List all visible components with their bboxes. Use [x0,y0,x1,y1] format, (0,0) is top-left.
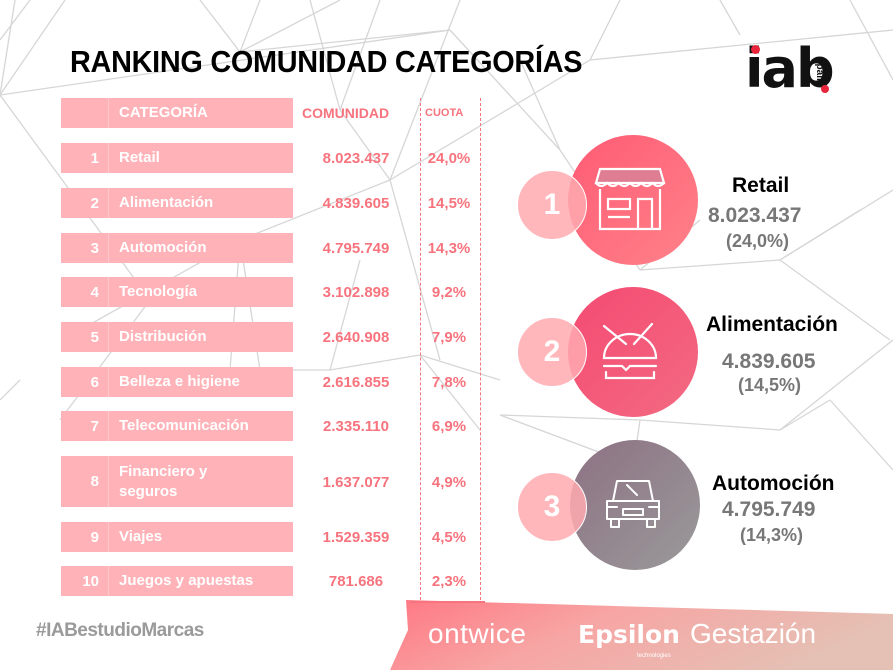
category-cell: Juegos y apuestas [119,572,254,589]
share-cell: 9,2% [431,284,467,301]
podium-share: (14,3%) [740,525,804,545]
rank-badge: 3 [517,472,587,542]
rank-cell: 8 [61,456,109,507]
rank-badge: 1 [517,170,587,240]
rank-cell: 9 [61,522,109,552]
store-icon [594,167,666,231]
rank-cell: 2 [61,188,109,218]
category-cell: Viajes [119,528,163,545]
podium-share: (14,5%) [738,375,802,395]
community-cell: 3.102.898 [322,284,390,301]
share-cell: 7,9% [431,329,467,346]
table-row: 6 Belleza e higiene [61,367,293,397]
table-row: 4 Tecnología [61,277,293,307]
table-row: 2 Alimentación [61,188,293,218]
rank-header-cell [61,98,109,128]
table-row: 9 Viajes [61,522,293,552]
table-row: 5 Distribución [61,322,293,352]
column-divider [480,98,481,600]
community-cell: 4.839.605 [322,195,390,212]
community-cell: 1.529.359 [322,529,390,546]
rank-circle [568,135,698,265]
category-header: CATEGORÍA [119,104,208,121]
share-cell: 6,9% [431,418,467,435]
logo-main-text: iab [745,37,835,100]
category-cell: Distribución [119,328,207,345]
podium-value: 4.839.605 [722,350,816,373]
rank-badge: 2 [517,317,587,387]
sponsor-logo-gestazion: Gestazión [690,618,817,649]
podium-category-name: Retail [732,174,790,197]
community-cell: 2.640.908 [322,329,390,346]
rank-cell: 7 [61,411,109,441]
share-cell: 14,3% [427,240,471,257]
rank-cell: 10 [61,566,109,596]
community-cell: 8.023.437 [322,150,390,167]
share-cell: 2,3% [431,573,467,590]
logo-dot-icon [751,45,760,54]
rank-circle [570,440,700,570]
category-cell: Automoción [119,239,207,256]
category-cell: Financiero y seguros [119,462,208,500]
podium-value: 4.795.749 [722,498,816,521]
table-row: 1 Retail [61,143,293,173]
category-cell: Tecnología [119,283,198,300]
rank-cell: 3 [61,233,109,263]
table-row: 7 Telecomunicación [61,411,293,441]
share-cell: 24,0% [427,150,471,167]
burger-icon [602,322,658,380]
table-row: 8 Financiero y seguros [61,456,293,507]
page-title: RANKING COMUNIDAD CATEGORÍAS [70,44,583,79]
sponsor-logo-ontwice: ontwice [428,618,527,649]
podium-share: (24,0%) [726,231,790,251]
rank-cell: 1 [61,143,109,173]
hashtag-label: #IABestudioMarcas [36,620,204,641]
share-header: CUOTA [425,107,464,119]
community-cell: 2.616.855 [322,374,390,391]
sponsor-epsilon-subtitle: technologies [637,653,671,659]
table-row: 10 Juegos y apuestas [61,566,293,596]
category-cell: Alimentación [119,194,214,211]
table-bottom-rule [410,601,485,603]
column-divider [420,98,421,600]
car-icon [606,480,660,528]
rank-cell: 4 [61,277,109,307]
table-header-row: CATEGORÍA [61,98,293,128]
share-cell: 4,5% [431,529,467,546]
iab-spain-logo: iab spain [745,40,845,100]
category-cell: Retail [119,149,160,166]
share-cell: 4,9% [431,474,467,491]
community-cell: 4.795.749 [322,240,390,257]
rank-circle [568,287,698,417]
community-cell: 2.335.110 [323,418,389,435]
community-header: COMUNIDAD [302,105,390,121]
share-cell: 7,8% [431,374,467,391]
rank-cell: 6 [61,367,109,397]
category-cell: Belleza e higiene [119,373,240,390]
category-cell: Telecomunicación [119,417,249,434]
table-row: 3 Automoción [61,233,293,263]
podium-category-name: Automoción [712,472,835,495]
community-cell: 781.686 [328,573,384,590]
share-cell: 14,5% [427,195,471,212]
podium-category-name: Alimentación [706,313,838,336]
logo-dot-icon [821,85,829,93]
sponsor-logo-epsilon: Epsilon [578,620,680,649]
rank-cell: 5 [61,322,109,352]
podium-value: 8.023.437 [708,204,802,227]
community-cell: 1.637.077 [322,474,390,491]
logo-sub-text: spain [814,58,825,85]
